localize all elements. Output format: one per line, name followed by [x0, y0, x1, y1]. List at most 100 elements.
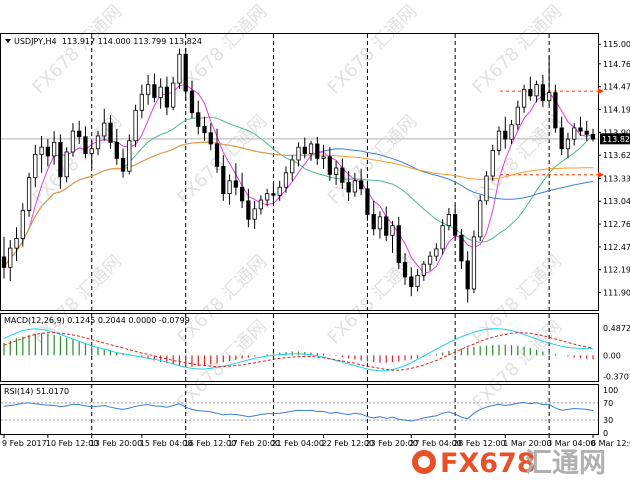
x-tick-label: 13 Feb 20:00	[90, 439, 142, 448]
candle-bear	[233, 180, 238, 188]
current-price-tag	[600, 133, 630, 145]
candle-bull	[471, 236, 477, 290]
candle-bull	[70, 130, 76, 153]
candle-bull	[52, 141, 57, 157]
candle-bull	[534, 84, 539, 97]
x-tick-label: 1 Mar 20:00	[503, 439, 551, 448]
candle-bear	[396, 225, 401, 263]
candle-bull	[333, 167, 339, 175]
y-tick-label: 111.905	[603, 289, 630, 298]
y-axis-layer: 115.005 114.760 114.475 114.190 113.905 113.6…	[598, 40, 630, 438]
candle-bear	[365, 188, 370, 215]
watermark-text: FX678 汇通网	[29, 1, 126, 98]
y-tick-label: 112.190	[603, 266, 630, 275]
moving-average-line	[3, 83, 594, 274]
candle-bull	[390, 225, 395, 236]
candle-bear	[459, 234, 464, 262]
candle-bear	[584, 130, 589, 135]
watermark-text: FX678 汇通网	[469, 1, 566, 98]
rsi-y-tick-label: 30	[603, 416, 613, 425]
x-tick-label: 6 Mar 12:00	[591, 439, 630, 448]
macd-line	[3, 328, 593, 372]
candle-bear	[239, 186, 245, 202]
candle-bull	[446, 214, 452, 227]
brand-name-cn: 汇通网	[525, 448, 606, 479]
price-layer	[1, 47, 604, 303]
candle-bear	[540, 84, 545, 102]
y-tick-label: 113.330	[603, 174, 630, 183]
y-tick-label: 112.760	[603, 220, 630, 229]
candle-bull	[95, 135, 101, 150]
rsi-header: RSI(14) 51.0170	[4, 387, 69, 396]
candle-bear	[83, 136, 88, 154]
candle-bull	[8, 247, 13, 268]
candle-bull	[352, 180, 358, 193]
candle-bull	[145, 84, 151, 95]
macd-panel-frame	[0, 313, 599, 382]
candle-bear	[553, 92, 558, 129]
macd-header: MACD(12,26,9) 0.1245 0.2044 0.0000 -0.07…	[4, 316, 190, 325]
brand-name-fx: FX678	[440, 448, 536, 479]
candle-bull	[440, 225, 445, 250]
candle-bear	[409, 276, 414, 287]
price-panel-frame	[0, 33, 599, 311]
candle-bear	[402, 262, 408, 278]
candle-bull	[227, 180, 232, 195]
y-tick-label: 113.905	[603, 128, 630, 137]
candle-bull	[89, 148, 94, 154]
candle-bull	[572, 127, 577, 140]
candle-bear	[189, 90, 195, 114]
candle-bear	[559, 127, 564, 150]
brand-logo: FX678 汇通网	[412, 448, 606, 479]
y-tick-label: 114.190	[603, 106, 630, 115]
rsi-y-tick-label: 0	[603, 429, 608, 438]
x-tick-label: 3 Mar 04:00	[547, 439, 595, 448]
candle-bear	[302, 146, 307, 154]
watermark-layer: FX678 汇通网 FX678 汇通网 FX678 汇通网 FX678 汇通网 FX67…	[29, 1, 566, 413]
candle-bull	[33, 153, 38, 179]
candle-bear	[371, 214, 376, 230]
rsi-panel-frame	[0, 384, 599, 435]
candle-bear	[590, 133, 596, 140]
candle-bull	[565, 138, 571, 150]
y-tick-label: 114.760	[603, 60, 630, 69]
candle-bull	[434, 248, 439, 257]
candle-bull	[39, 146, 44, 155]
candle-bull	[133, 109, 138, 142]
y-tick-label: 112.475	[603, 243, 630, 252]
candle-bear	[346, 182, 351, 193]
y-tick-label: 115.005	[603, 40, 630, 49]
candle-bull	[283, 172, 289, 188]
x-tick-label: 27 Feb 04:00	[409, 439, 461, 448]
candle-bear	[208, 132, 213, 145]
candle-bull	[139, 93, 144, 111]
candle-bear	[183, 53, 188, 92]
candle-bear	[108, 122, 113, 143]
symbol-dropdown-icon[interactable]	[5, 39, 11, 43]
candle-bull	[64, 151, 69, 178]
rsi-y-tick-label: 100	[603, 386, 618, 395]
candle-bear	[1, 256, 7, 268]
candle-bull	[308, 143, 314, 154]
current-price-label: 113.824	[602, 135, 630, 144]
candle-bear	[196, 112, 201, 127]
candle-bull	[127, 140, 132, 172]
y-tick-label: 113.620	[603, 151, 630, 160]
rsi-y-tick-label: 70	[603, 399, 613, 408]
candle-bull	[484, 175, 489, 202]
rsi-line	[3, 401, 594, 422]
candle-bear	[45, 146, 50, 157]
candle-bull	[277, 186, 282, 196]
candle-bull	[427, 255, 433, 265]
candle-bear	[221, 165, 226, 195]
candle-bull	[26, 177, 32, 211]
candle-bull	[496, 130, 502, 151]
x-tick-label: 16 Feb 12:00	[184, 439, 236, 448]
watermark-text: FX678 汇通网	[174, 1, 271, 98]
candle-bull	[14, 238, 19, 249]
candle-bear	[327, 156, 332, 175]
candle-bear	[114, 141, 119, 159]
candle-bull	[296, 146, 301, 161]
